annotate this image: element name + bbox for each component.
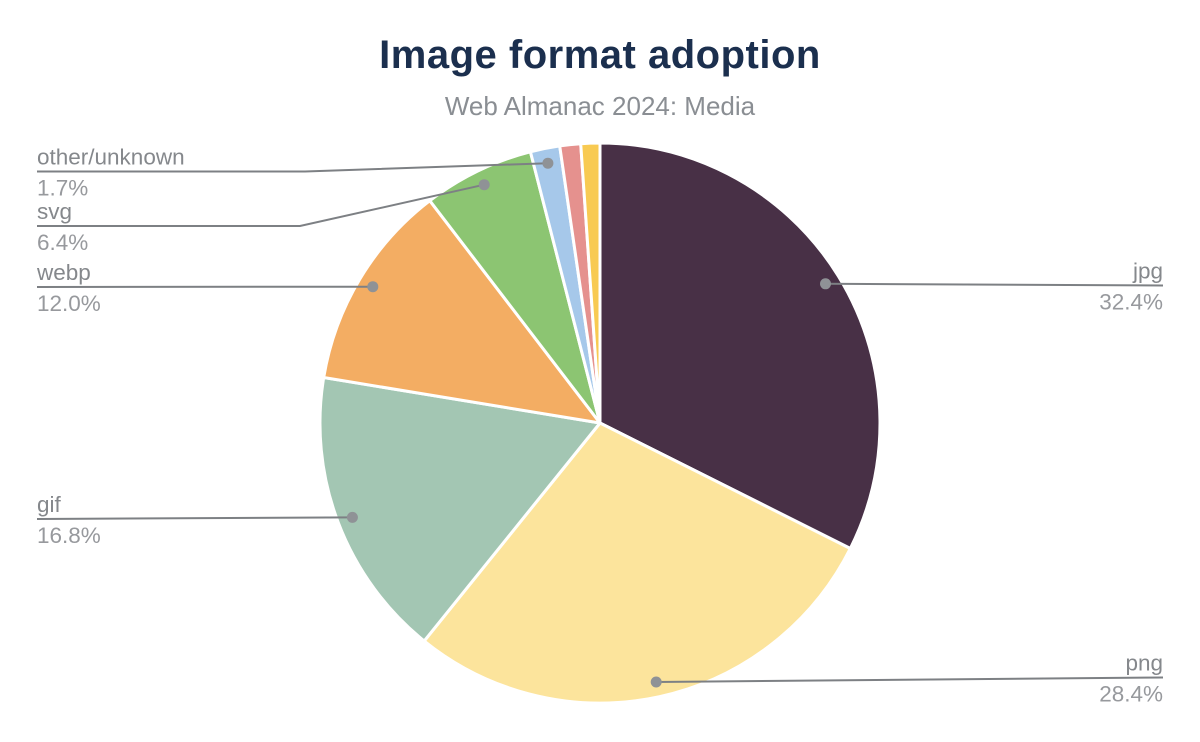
slice-label-gif: gif (37, 492, 62, 517)
slice-value-png: 28.4% (1099, 682, 1163, 707)
pie-slice-gif[interactable] (318, 376, 602, 643)
pie-slice-png[interactable] (422, 421, 852, 705)
callout-dot-svg (478, 179, 490, 191)
slice-value-svg: 6.4% (37, 230, 88, 255)
callout-dot-gif (346, 511, 358, 523)
slice-value-jpg: 32.4% (1099, 290, 1163, 315)
slice-label-other-unknown: other/unknown (37, 145, 185, 170)
chart-title: Image format adoption (379, 33, 821, 77)
pie-slice-webp[interactable] (322, 199, 602, 425)
slice-label-jpg: jpg (1132, 259, 1163, 284)
slice-label-png: png (1125, 651, 1163, 676)
callout-dot-webp (367, 281, 379, 293)
callout-line-svg (37, 183, 485, 227)
pie-slice-jpg[interactable] (598, 141, 882, 550)
callout-dot-jpg (820, 278, 831, 290)
callout-line-png (656, 676, 1164, 683)
callout-dot-png (650, 676, 662, 688)
chart-subtitle: Web Almanac 2024: Media (444, 91, 756, 121)
slice-value-other-unknown: 1.7% (37, 176, 88, 201)
slice-label-svg: svg (37, 199, 72, 224)
callout-line-other-unknown (37, 162, 548, 173)
pie-slice-svg[interactable] (428, 150, 602, 425)
slice-value-webp: 12.0% (37, 291, 101, 316)
slice-value-gif: 16.8% (37, 523, 101, 548)
callout-dot-other-unknown (542, 157, 554, 169)
callout-line-jpg (825, 282, 1164, 287)
callout-line-gif (36, 516, 353, 520)
pie-slice-slice-8[interactable] (579, 141, 602, 425)
slice-label-webp: webp (36, 260, 91, 285)
